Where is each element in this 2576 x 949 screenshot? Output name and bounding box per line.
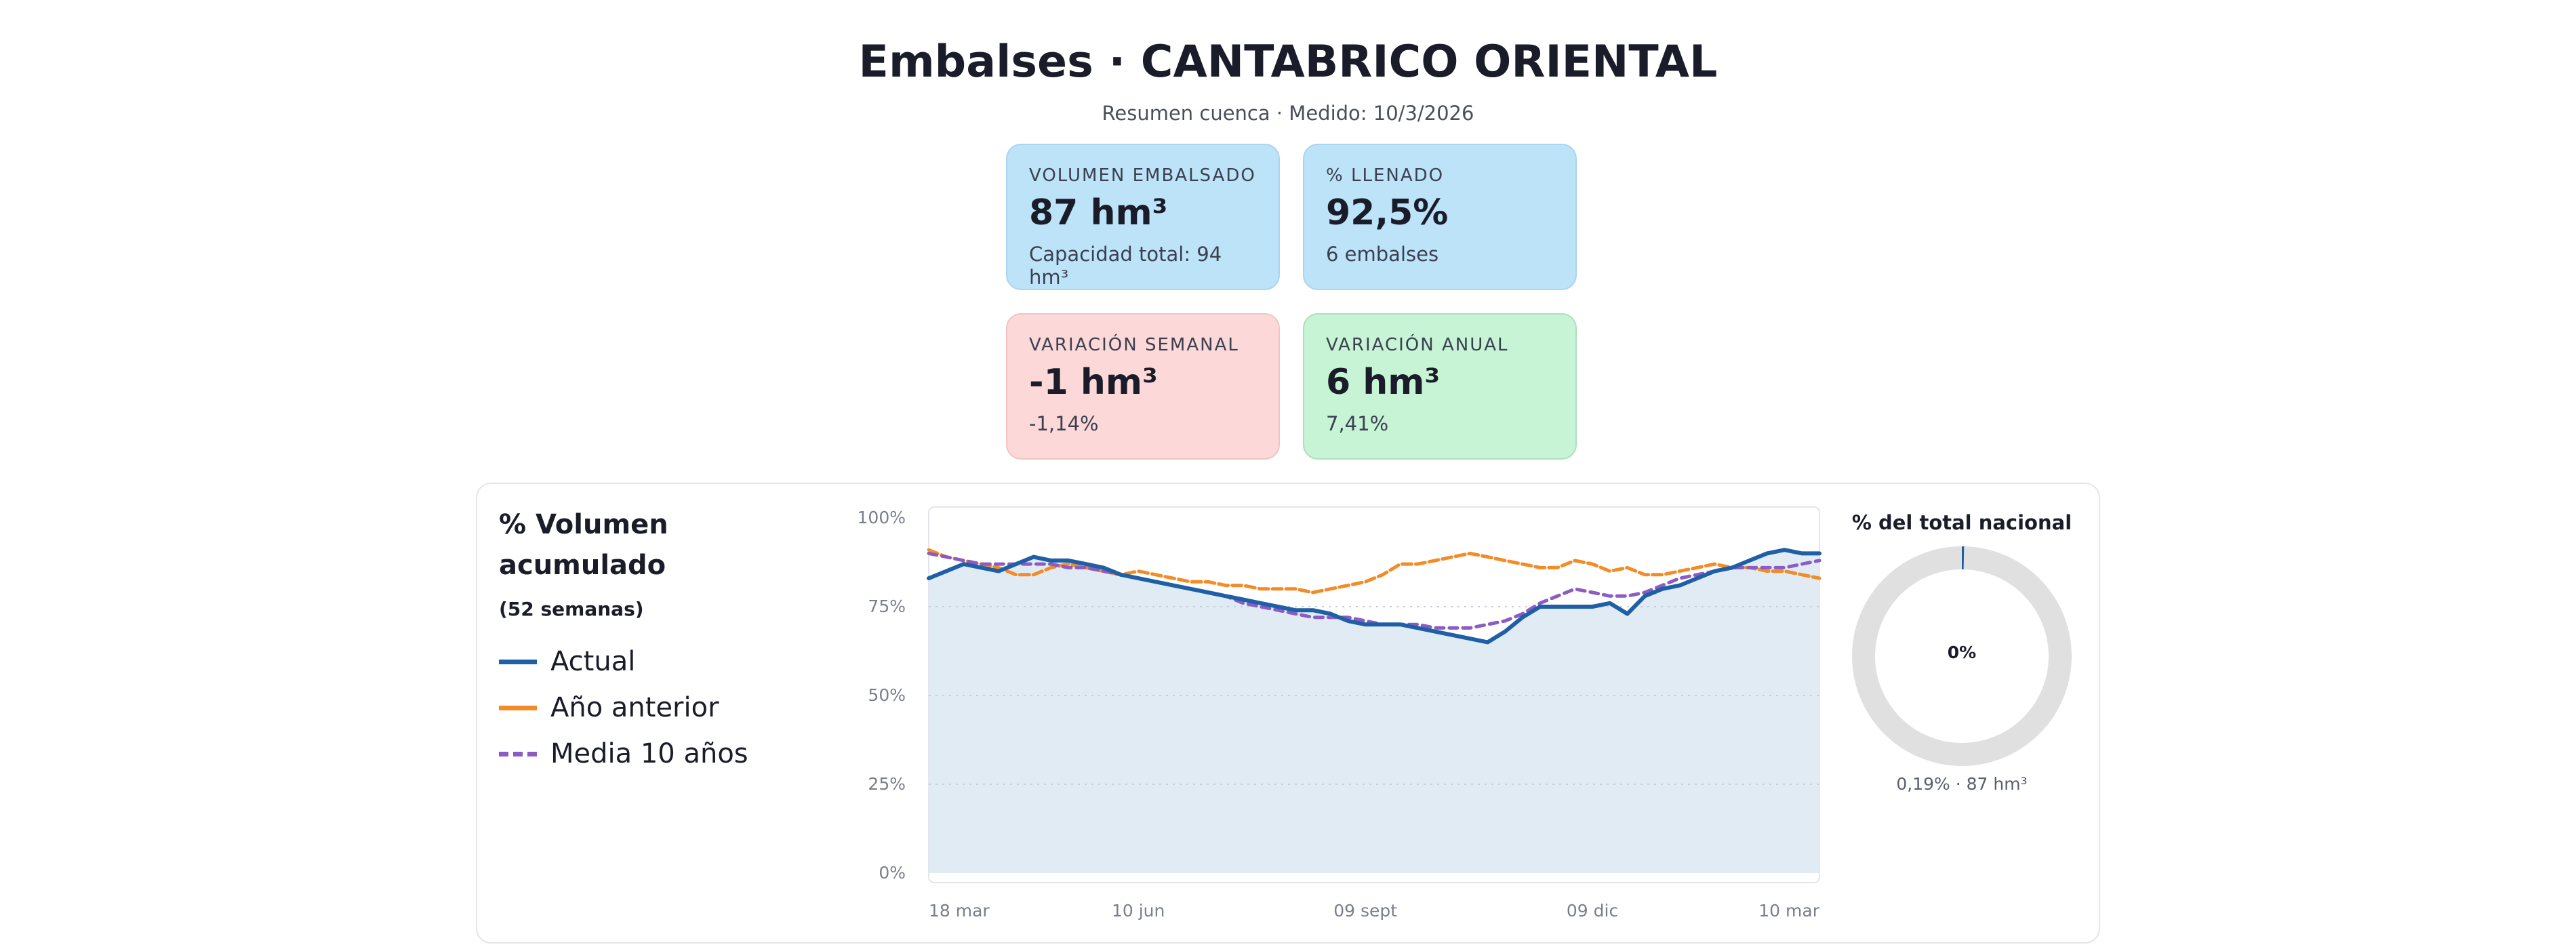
card-variacion-anual: VARIACIÓN ANUAL 6 hm³ 7,41% bbox=[1303, 313, 1577, 460]
series-line-actual bbox=[927, 548, 1822, 645]
legend-item-actual[interactable]: Actual bbox=[499, 639, 748, 685]
donut-center-value: 0% bbox=[1947, 643, 1977, 662]
page-subtitle: Resumen cuenca · Medido: 10/3/2026 bbox=[1102, 102, 1474, 125]
y-tick-label: 0% bbox=[879, 863, 906, 883]
y-tick-label: 75% bbox=[868, 597, 906, 616]
page-header: Embalses · CANTABRICO ORIENTAL Resumen c… bbox=[0, 33, 2576, 125]
x-tick-label: 09 sept bbox=[1333, 901, 1397, 921]
legend-label: Año anterior bbox=[550, 692, 719, 723]
donut-slice-value bbox=[1852, 546, 2072, 766]
legend-label: Actual bbox=[550, 646, 636, 677]
legend-swatch-media bbox=[499, 751, 537, 756]
card-label: VARIACIÓN SEMANAL bbox=[1029, 335, 1239, 355]
donut-caption: 0,19% · 87 hm³ bbox=[1896, 774, 2028, 794]
chart-legend: Actual Año anterior Media 10 años bbox=[499, 639, 748, 777]
card-sub: -1,14% bbox=[1029, 412, 1099, 435]
chart-title: % Volumen acumulado bbox=[499, 509, 668, 581]
area-actual bbox=[929, 550, 1819, 873]
x-tick-label: 18 mar bbox=[929, 901, 990, 921]
card-sub: Capacidad total: 94 hm³ bbox=[1029, 243, 1222, 289]
legend-item-anterior[interactable]: Año anterior bbox=[499, 685, 748, 731]
line-chart: 100% 75% 50% 25% 0% 18 mar 10 jun 09 sept 09 dic… bbox=[858, 506, 1822, 921]
legend-label: Media 10 años bbox=[550, 738, 748, 769]
legend-swatch-actual bbox=[499, 659, 537, 664]
chart-panel: % Volumen acumulado (52 semanas) Actual … bbox=[476, 483, 2100, 944]
series-line-anterior bbox=[927, 548, 1822, 594]
card-value: 87 hm³ bbox=[1029, 193, 1168, 233]
card-variacion-semanal: VARIACIÓN SEMANAL -1 hm³ -1,14% bbox=[1006, 313, 1280, 460]
card-value: 92,5% bbox=[1326, 193, 1449, 233]
x-tick-label: 10 mar bbox=[1758, 901, 1819, 921]
legend-item-media[interactable]: Media 10 años bbox=[499, 731, 748, 777]
card-label: VOLUMEN EMBALSADO bbox=[1029, 165, 1256, 186]
card-value: 6 hm³ bbox=[1326, 362, 1441, 403]
legend-swatch-anterior bbox=[499, 705, 537, 710]
card-sub: 6 embalses bbox=[1326, 243, 1439, 266]
x-tick-label: 10 jun bbox=[1112, 901, 1165, 921]
card-label: % LLENADO bbox=[1326, 165, 1445, 186]
card-volumen-embalsado: VOLUMEN EMBALSADO 87 hm³ Capacidad total… bbox=[1006, 144, 1280, 290]
y-tick-label: 25% bbox=[868, 774, 906, 794]
card-label: VARIACIÓN ANUAL bbox=[1326, 335, 1509, 355]
card-value: -1 hm³ bbox=[1029, 362, 1158, 403]
chart-subtitle: (52 semanas) bbox=[499, 598, 644, 620]
donut-chart bbox=[1852, 546, 2072, 766]
page-title: Embalses · CANTABRICO ORIENTAL bbox=[858, 37, 1718, 87]
card-sub: 7,41% bbox=[1326, 412, 1389, 435]
y-tick-label: 50% bbox=[868, 685, 906, 705]
x-tick-label: 09 dic bbox=[1567, 901, 1618, 921]
card-llenado: % LLENADO 92,5% 6 embalses bbox=[1303, 144, 1577, 290]
y-tick-label: 100% bbox=[858, 508, 906, 527]
donut-title: % del total nacional bbox=[1851, 511, 2072, 534]
